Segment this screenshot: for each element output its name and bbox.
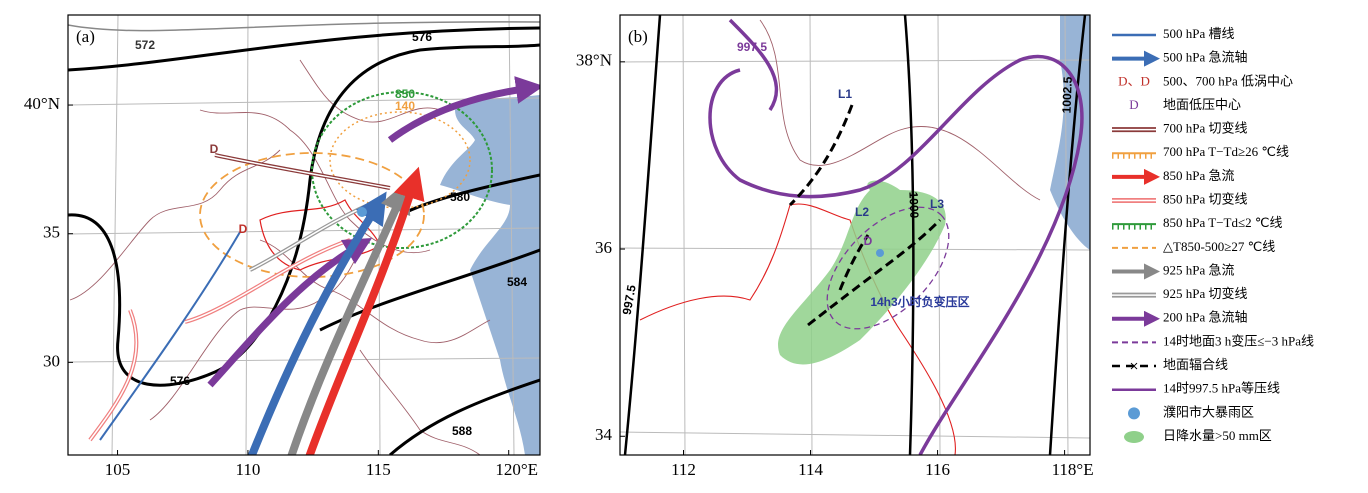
x-tick-label: 116 xyxy=(925,460,950,479)
x-tick-label: 118°E xyxy=(1052,460,1094,479)
map-symbol: D xyxy=(864,234,873,248)
legend-label: 850 hPa 急流 xyxy=(1163,168,1235,183)
legend-label: 925 hPa 切变线 xyxy=(1163,286,1248,301)
map-symbol: L1 xyxy=(838,87,852,101)
map-symbol: D xyxy=(239,222,248,236)
contour-label: 1002.5 xyxy=(1060,76,1075,113)
contour-label: 140 xyxy=(395,99,415,113)
legend-label: △T850-500≥27 ℃线 xyxy=(1163,239,1275,254)
legend-label: 地面低压中心 xyxy=(1163,97,1241,112)
contour-label: 580 xyxy=(450,190,470,204)
legend-label: 700 hPa 切变线 xyxy=(1163,121,1248,136)
legend-label: 濮阳市大暴雨区 xyxy=(1163,404,1254,419)
legend-label: 850 hPa 切变线 xyxy=(1163,192,1248,207)
legend-label: 14时997.5 hPa等压线 xyxy=(1163,381,1280,396)
contour-label: 572 xyxy=(135,38,155,52)
y-tick-label: 38°N xyxy=(576,51,612,70)
map-a xyxy=(68,15,540,455)
frame-a xyxy=(67,14,541,456)
legend-label: 500 hPa 急流轴 xyxy=(1163,50,1248,65)
panel-label: (b) xyxy=(628,27,648,46)
y-tick-label: 35 xyxy=(43,223,60,242)
legend-symbol xyxy=(1130,362,1138,370)
map-symbol: D xyxy=(210,142,219,156)
contour-label: 850 xyxy=(395,87,415,101)
contour-label: 576 xyxy=(412,30,432,44)
x-tick-label: 105 xyxy=(105,460,131,479)
x-tick-label: 112 xyxy=(671,460,696,479)
legend-label: 500、700 hPa 低涡中心 xyxy=(1163,73,1293,88)
contour-label: 1000 xyxy=(906,191,921,218)
y-tick-label: 34 xyxy=(595,425,613,444)
legend-symbol: D、D xyxy=(1118,73,1150,88)
legend-label: 500 hPa 槽线 xyxy=(1163,26,1235,41)
annotation: 14h3小时负变压区 xyxy=(870,294,969,309)
map-symbol: L3 xyxy=(930,197,944,211)
x-tick-label: 110 xyxy=(235,460,260,479)
legend-label: 850 hPa T−Td≤2 ℃线 xyxy=(1163,215,1282,230)
x-tick-label: 120°E xyxy=(495,460,538,479)
legend-label: 日降水量>50 mm区 xyxy=(1163,428,1272,443)
legend-label: 200 hPa 急流轴 xyxy=(1163,310,1248,325)
y-tick-label: 30 xyxy=(43,351,60,370)
legend-label: 14时地面3 h变压≤−3 hPa线 xyxy=(1163,333,1314,348)
panel-label: (a) xyxy=(76,27,95,46)
map-symbol: L2 xyxy=(855,205,869,219)
map-b xyxy=(620,15,1090,455)
contour-label: 997.5 xyxy=(620,284,639,316)
contour-label: 584 xyxy=(507,275,527,289)
legend-symbol: D xyxy=(1129,97,1138,112)
contour-label: 576 xyxy=(170,374,190,388)
x-tick-label: 114 xyxy=(798,460,823,479)
x-tick-label: 115 xyxy=(366,460,391,479)
legend-symbol xyxy=(1128,407,1140,420)
frame-b xyxy=(619,14,1091,456)
legend-label: 925 hPa 急流 xyxy=(1163,262,1235,277)
contour-label: 997.5 xyxy=(737,40,767,54)
y-tick-label: 36 xyxy=(595,238,612,257)
legend-label: 700 hPa T−Td≥26 ℃线 xyxy=(1163,144,1289,159)
legend-symbol xyxy=(1124,431,1144,443)
contour-label: 588 xyxy=(452,424,472,438)
legend-label: 地面辐合线 xyxy=(1163,357,1228,372)
y-tick-label: 40°N xyxy=(24,94,60,113)
